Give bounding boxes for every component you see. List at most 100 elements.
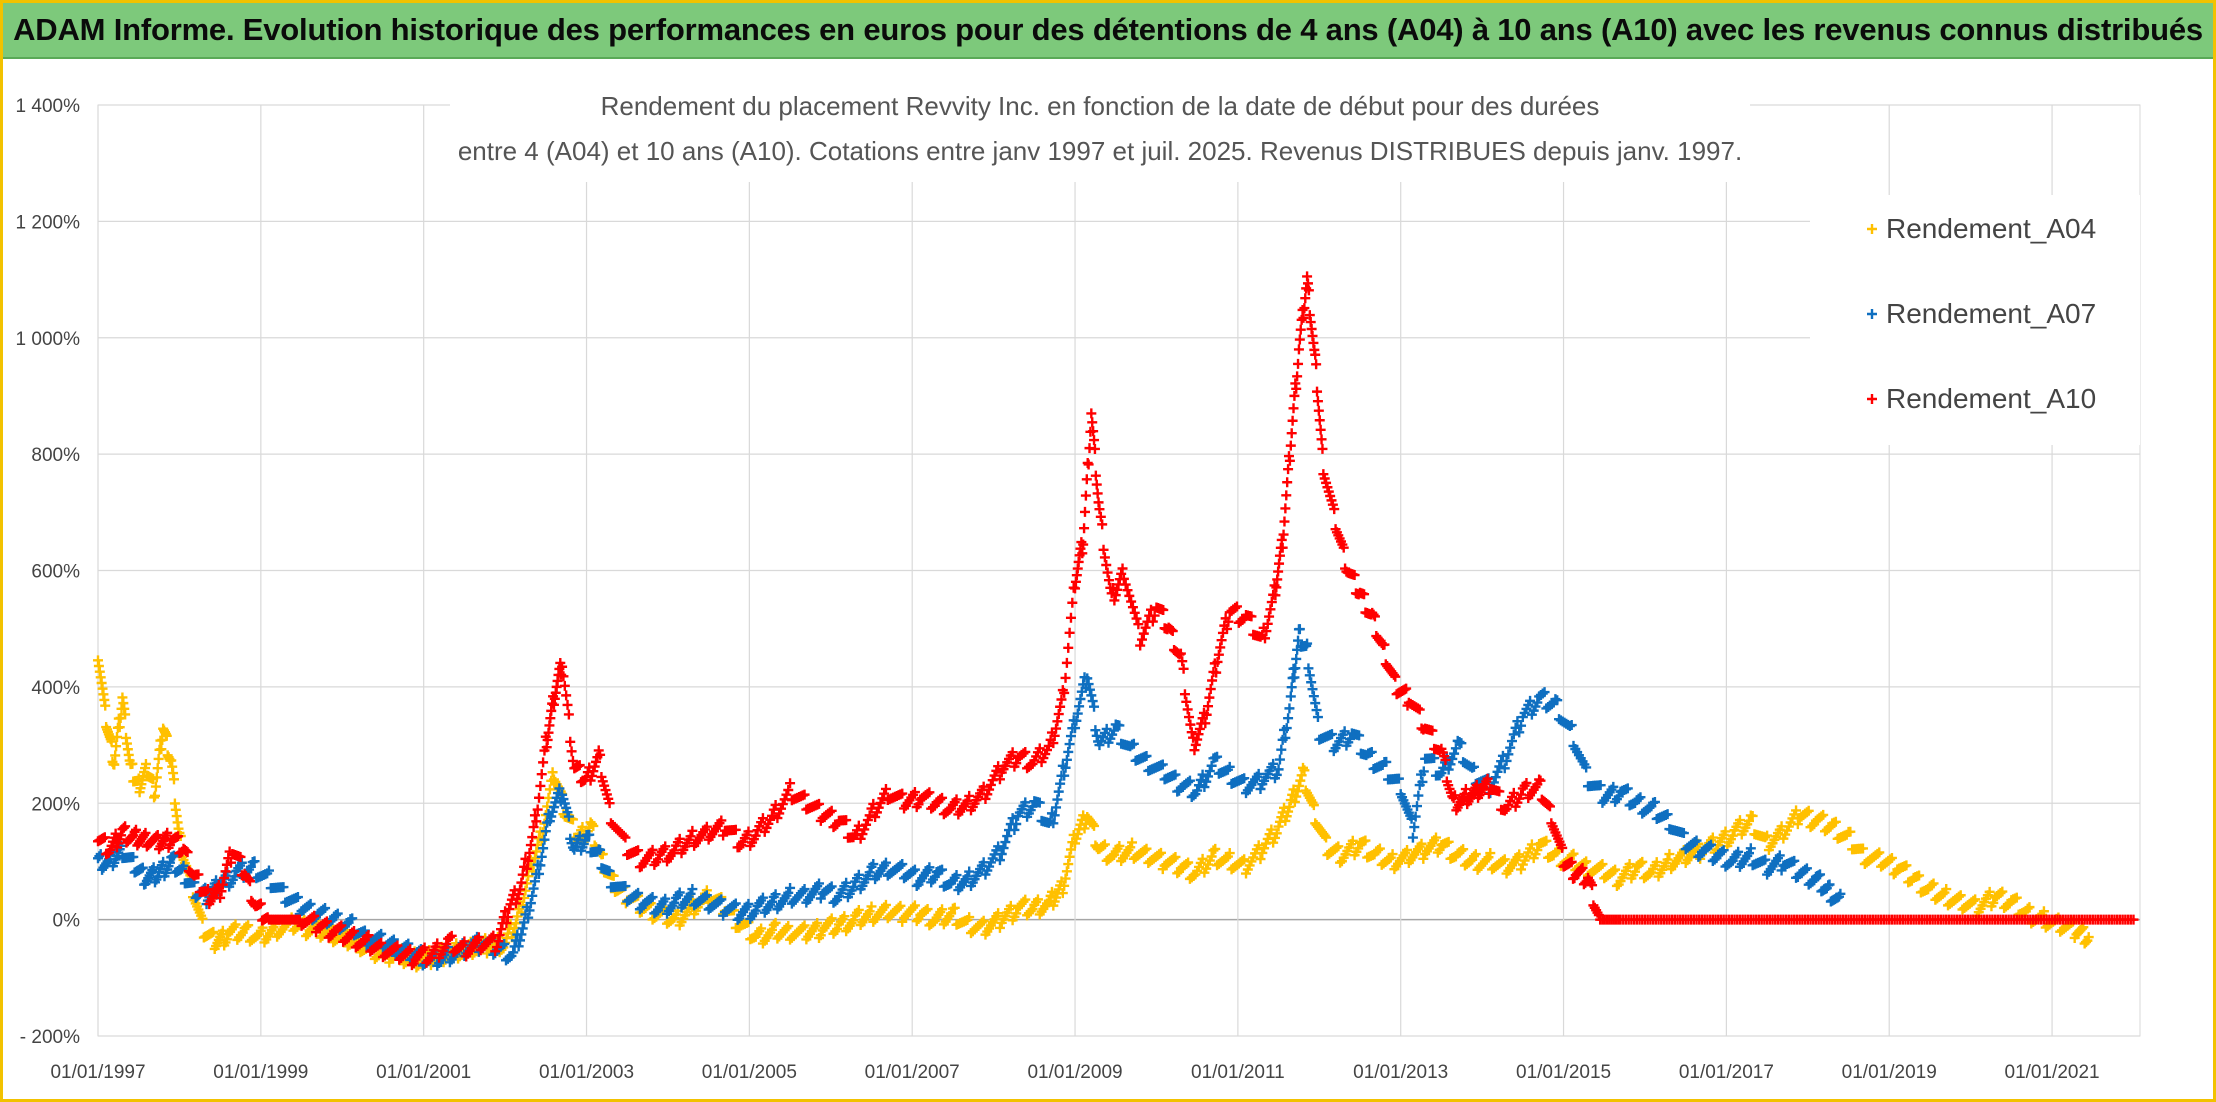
data-point	[1288, 403, 1299, 414]
data-point	[1914, 870, 1925, 881]
data-point	[446, 930, 457, 941]
data-point	[1259, 843, 1270, 854]
data-point	[1691, 835, 1702, 846]
data-point	[524, 905, 535, 916]
data-point	[517, 923, 528, 934]
data-point	[978, 781, 989, 792]
data-point	[1018, 896, 1029, 907]
data-point	[1082, 673, 1093, 684]
data-point	[1294, 624, 1305, 635]
data-point	[336, 920, 347, 931]
data-point	[1824, 879, 1835, 890]
data-point	[978, 915, 989, 926]
data-point	[1438, 762, 1449, 773]
data-point	[777, 799, 788, 810]
data-point	[1308, 691, 1319, 702]
data-point	[539, 834, 550, 845]
data-point	[1136, 634, 1147, 645]
data-point	[1049, 810, 1060, 821]
data-point	[1430, 832, 1441, 843]
data-point	[1083, 679, 1094, 690]
data-point	[1449, 790, 1460, 801]
data-point	[1727, 830, 1738, 841]
data-point	[897, 859, 908, 870]
data-point	[1131, 613, 1142, 624]
data-point	[859, 824, 870, 835]
x-tick-label: 01/01/1997	[50, 1062, 145, 1083]
data-point	[1347, 835, 1358, 846]
series-Rendement_A07	[93, 624, 1846, 971]
data-point	[924, 862, 935, 873]
data-point	[1532, 697, 1543, 708]
data-point	[620, 881, 631, 892]
data-point	[1127, 837, 1138, 848]
data-point	[152, 763, 163, 774]
data-point	[1649, 796, 1660, 807]
data-point	[140, 758, 151, 769]
data-point	[1260, 633, 1271, 644]
data-point	[1314, 415, 1325, 426]
data-point	[1718, 845, 1729, 856]
data-point	[538, 757, 549, 768]
data-point	[1635, 792, 1646, 803]
data-point	[1581, 856, 1592, 867]
data-point	[1516, 864, 1527, 875]
data-point	[501, 918, 512, 929]
data-point	[493, 936, 504, 947]
data-point	[1460, 784, 1471, 795]
data-point	[1063, 859, 1074, 870]
data-point	[532, 804, 543, 815]
data-point	[164, 857, 175, 868]
data-point	[826, 881, 837, 892]
data-point	[1213, 649, 1224, 660]
data-point	[1291, 653, 1302, 664]
data-point	[814, 878, 825, 889]
data-point	[309, 910, 320, 921]
data-point	[1310, 349, 1321, 360]
data-point	[841, 877, 852, 888]
data-point	[1845, 826, 1856, 837]
data-point	[149, 790, 160, 801]
data-point	[1190, 739, 1201, 750]
data-point	[513, 941, 524, 952]
data-point	[1183, 777, 1194, 788]
data-point	[547, 806, 558, 817]
data-point	[1051, 723, 1062, 734]
data-point	[94, 851, 105, 862]
data-point	[161, 730, 172, 741]
x-tick-label: 01/01/2007	[865, 1062, 960, 1083]
data-point	[2038, 906, 2049, 917]
data-point	[1255, 854, 1266, 865]
data-point	[216, 886, 227, 897]
data-point	[1239, 773, 1250, 784]
data-point	[1289, 672, 1300, 683]
data-point	[1098, 544, 1109, 555]
data-point	[1056, 694, 1067, 705]
data-point	[1872, 848, 1883, 859]
data-point	[502, 912, 513, 923]
data-point	[1481, 854, 1492, 865]
data-point	[521, 863, 532, 874]
data-point	[544, 784, 555, 795]
data-point	[716, 815, 727, 826]
data-point	[1532, 845, 1543, 856]
data-point	[574, 831, 585, 842]
data-point	[1354, 730, 1365, 741]
data-point	[1273, 821, 1284, 832]
data-point	[1271, 828, 1282, 839]
data-point	[1662, 809, 1673, 820]
data-point	[1212, 656, 1223, 667]
data-point	[1170, 851, 1181, 862]
data-point	[2022, 903, 2033, 914]
data-point	[631, 889, 642, 900]
data-point	[994, 774, 1005, 785]
data-point	[1212, 751, 1223, 762]
data-point	[1292, 371, 1303, 382]
data-point	[516, 877, 527, 888]
data-point	[1366, 746, 1377, 757]
data-point	[534, 792, 545, 803]
data-point	[1968, 895, 1979, 906]
data-point	[406, 960, 417, 971]
data-point	[1124, 590, 1135, 601]
data-point	[1789, 855, 1800, 866]
